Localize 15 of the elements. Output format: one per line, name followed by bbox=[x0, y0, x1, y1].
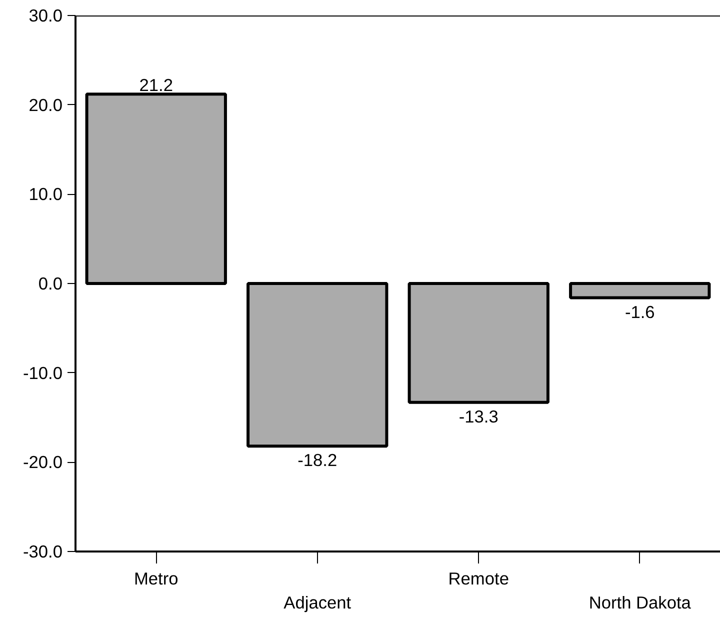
data-label: -1.6 bbox=[624, 302, 655, 322]
data-label: -18.2 bbox=[298, 450, 338, 470]
data-label: -13.3 bbox=[458, 406, 498, 426]
y-tick-label: 20.0 bbox=[28, 94, 63, 115]
x-tick-label: Adjacent bbox=[284, 592, 352, 612]
x-tick-label: North Dakota bbox=[588, 592, 692, 612]
y-tick-label: -30.0 bbox=[23, 542, 63, 562]
y-tick-label: 10.0 bbox=[28, 184, 63, 204]
data-label: 21.2 bbox=[139, 75, 173, 96]
x-tick-label: Metro bbox=[134, 568, 178, 588]
y-tick-label: -10.0 bbox=[23, 362, 63, 383]
y-tick-label: 30.0 bbox=[28, 6, 63, 26]
x-tick-label: Remote bbox=[448, 568, 509, 588]
y-tick-label: -20.0 bbox=[23, 452, 63, 472]
y-tick-label: 0.0 bbox=[38, 274, 63, 294]
